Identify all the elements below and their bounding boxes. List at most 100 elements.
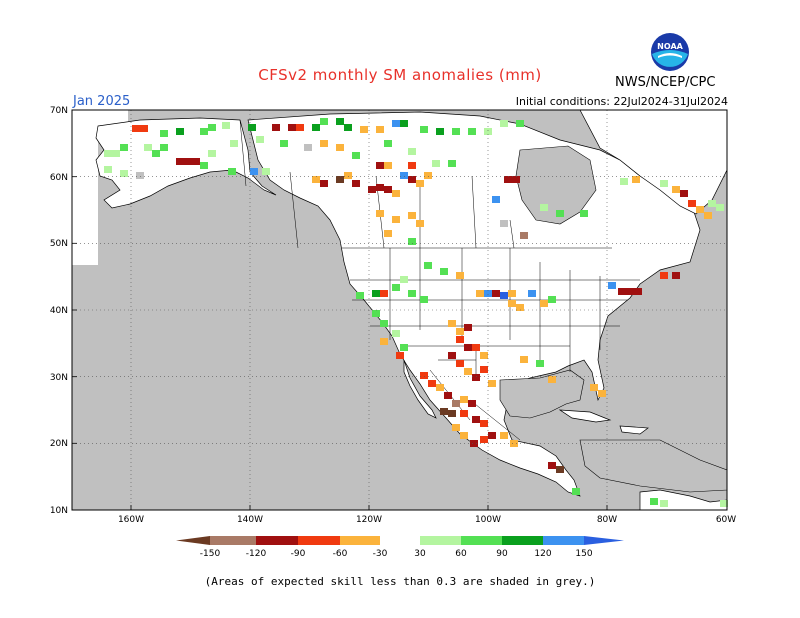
initial-conditions: Initial conditions: 22Jul2024-31Jul2024 [515, 95, 728, 108]
anomaly-cell [372, 290, 380, 297]
anomaly-cell [556, 466, 564, 473]
anomaly-cell [716, 204, 724, 211]
anomaly-cell [688, 200, 696, 207]
colorbar-bin [461, 536, 502, 545]
lat-label: 40N [50, 306, 68, 316]
lat-label: 60N [50, 173, 68, 183]
anomaly-cell [250, 168, 258, 175]
anomaly-cell [344, 124, 352, 131]
anomaly-cell [200, 128, 208, 135]
anomaly-cell [504, 176, 512, 183]
anomaly-cell [360, 126, 368, 133]
anomaly-cell [380, 290, 388, 297]
colorbar-label: 60 [455, 549, 467, 559]
anomaly-cell [144, 144, 152, 151]
anomaly-cell [160, 130, 168, 137]
anomaly-cell [626, 288, 634, 295]
anomaly-cell [420, 126, 428, 133]
lat-label: 30N [50, 373, 68, 383]
anomaly-cell [392, 190, 400, 197]
anomaly-cell [464, 344, 472, 351]
anomaly-cell [408, 176, 416, 183]
anomaly-cell [424, 262, 432, 269]
colorbar [176, 536, 624, 545]
anomaly-cell [590, 384, 598, 391]
anomaly-cell [512, 176, 520, 183]
anomaly-cell [508, 290, 516, 297]
anomaly-cell [352, 180, 360, 187]
anomaly-cell [548, 296, 556, 303]
colorbar-label: -90 [291, 549, 306, 559]
anomaly-cell [222, 122, 230, 129]
anomaly-cell [256, 136, 264, 143]
gulf-of-mexico [499, 369, 585, 419]
anomaly-cell [720, 500, 728, 507]
water-bodies [499, 145, 728, 493]
anomaly-cell [420, 296, 428, 303]
anomaly-cell [428, 380, 436, 387]
anomaly-cell [312, 124, 320, 131]
colorbar-bin [210, 536, 256, 545]
anomaly-cell [312, 176, 320, 183]
anomaly-cell [160, 144, 168, 151]
colorbar-bin [502, 536, 543, 545]
anomaly-cell [464, 324, 472, 331]
anomaly-cell [460, 396, 468, 403]
anomaly-cell [440, 408, 448, 415]
anomaly-cell [400, 120, 408, 127]
anomaly-cell [620, 178, 628, 185]
anomaly-cell [200, 162, 208, 169]
anomaly-cell [384, 186, 392, 193]
anomaly-cell [400, 344, 408, 351]
colorbar-bin [256, 536, 298, 545]
anomaly-cell [660, 500, 668, 507]
anomaly-cell [704, 212, 712, 219]
anomaly-cell [632, 176, 640, 183]
noaa-logo: NOAA [651, 33, 689, 71]
anomaly-cell [400, 276, 408, 283]
anomaly-cell [488, 432, 496, 439]
lat-label: 70N [50, 106, 68, 116]
map-title: CFSv2 monthly SM anomalies (mm) [258, 66, 542, 84]
anomaly-cell [380, 320, 388, 327]
anomaly-cell [132, 125, 140, 132]
anomaly-cell [320, 118, 328, 125]
colorbar-bin [340, 536, 380, 545]
colorbar-bin [543, 536, 584, 545]
anomaly-cell [320, 180, 328, 187]
anomaly-cell [672, 272, 680, 279]
anomaly-cell [500, 292, 508, 299]
anomaly-cell [456, 336, 464, 343]
anomaly-cell [336, 144, 344, 151]
anomaly-cell [456, 328, 464, 335]
anomaly-cell [408, 238, 416, 245]
anomaly-cell [448, 320, 456, 327]
anomaly-cell [392, 120, 400, 127]
colorbar-label: -30 [373, 549, 388, 559]
anomaly-cell [408, 148, 416, 155]
lat-label: 20N [50, 439, 68, 449]
anomaly-cell [230, 140, 238, 147]
anomaly-cell [480, 420, 488, 427]
anomaly-cell [472, 416, 480, 423]
anomaly-cell [492, 196, 500, 203]
anomaly-cell [500, 120, 508, 127]
anomaly-cell [192, 158, 200, 165]
anomaly-cell [452, 400, 460, 407]
anomaly-cell [508, 300, 516, 307]
anomaly-cell [480, 436, 488, 443]
anomaly-cell [618, 288, 626, 295]
anomaly-cell [660, 180, 668, 187]
colorbar-bin [420, 536, 461, 545]
anomaly-cell [424, 172, 432, 179]
anomaly-cell [540, 300, 548, 307]
colorbar-label: -60 [333, 549, 348, 559]
anomaly-cell [384, 140, 392, 147]
lon-label: 100W [475, 515, 501, 525]
anomaly-cell [380, 338, 388, 345]
cuba [558, 409, 612, 423]
anomaly-cell [468, 400, 476, 407]
anomaly-cell [436, 128, 444, 135]
anomaly-cell [372, 310, 380, 317]
anomaly-cell [528, 290, 536, 297]
